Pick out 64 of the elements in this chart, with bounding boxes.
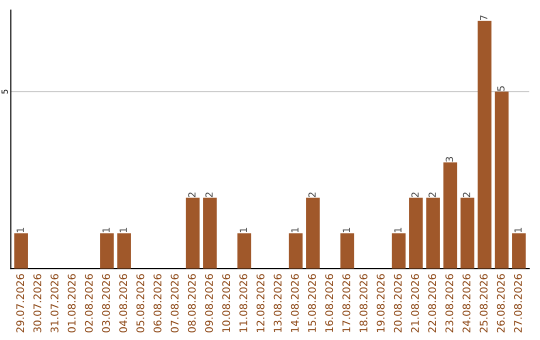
data-label: 1 <box>342 228 350 232</box>
x-tick-label: 01.08.2026 <box>68 274 76 332</box>
x-tick-label: 27.08.2026 <box>514 274 522 332</box>
x-tick-label: 08.08.2026 <box>188 274 196 332</box>
x-tick-label: 02.08.2026 <box>84 274 93 332</box>
bar <box>409 198 423 269</box>
bar <box>426 198 440 269</box>
x-tick-label: 20.08.2026 <box>394 274 402 332</box>
x-tick-label: 19.08.2026 <box>376 274 385 332</box>
x-tick-label: 12.08.2026 <box>256 274 264 332</box>
x-tick-label: 26.08.2026 <box>496 274 505 332</box>
data-label: 1 <box>16 228 24 232</box>
x-tick-label: 11.08.2026 <box>239 274 248 332</box>
bar <box>100 233 114 269</box>
x-tick-label: 04.08.2026 <box>119 274 128 332</box>
data-label: 5 <box>497 86 505 91</box>
bar <box>306 198 320 269</box>
bar <box>203 198 217 269</box>
data-label: 1 <box>240 228 247 232</box>
x-tick-label: 24.08.2026 <box>462 274 470 332</box>
x-tick-label: 25.08.2026 <box>480 274 488 332</box>
x-tick-label: 18.08.2026 <box>360 274 368 332</box>
x-tick-label: 16.08.2026 <box>325 274 334 332</box>
data-label: 2 <box>308 192 316 198</box>
x-tick-label: 31.07.2026 <box>50 274 58 332</box>
x-tick-label: 14.08.2026 <box>290 274 299 332</box>
x-tick-label: 23.08.2026 <box>445 274 454 332</box>
bar <box>478 20 492 269</box>
bar <box>512 233 526 269</box>
bar <box>443 162 458 269</box>
data-label: 7 <box>480 15 488 20</box>
data-label: 1 <box>120 228 127 232</box>
data-label: 2 <box>411 192 419 198</box>
x-tick-label: 06.08.2026 <box>154 274 162 332</box>
x-tick-label: 29.07.2026 <box>16 274 24 332</box>
bar <box>237 233 252 269</box>
x-tick-label: 05.08.2026 <box>136 274 144 332</box>
bar <box>14 233 28 269</box>
data-label: 2 <box>188 192 196 198</box>
data-label: 2 <box>462 192 470 198</box>
bar <box>186 198 200 269</box>
data-label: 3 <box>446 157 454 162</box>
data-label: 1 <box>514 228 522 232</box>
x-tick-label: 21.08.2026 <box>411 274 419 332</box>
data-label: 2 <box>205 192 213 198</box>
data-label: 1 <box>291 228 298 232</box>
x-tick-label: 17.08.2026 <box>342 274 350 332</box>
x-tick-label: 13.08.2026 <box>274 274 282 332</box>
bar <box>460 198 474 269</box>
x-tick-label: 03.08.2026 <box>102 274 110 332</box>
bar <box>288 233 303 269</box>
x-tick-label: 10.08.2026 <box>222 274 230 332</box>
x-tick-label: 15.08.2026 <box>308 274 316 332</box>
bar <box>494 92 509 269</box>
data-label: 1 <box>102 228 110 232</box>
data-label: 1 <box>394 228 402 232</box>
bar <box>340 233 354 269</box>
bar <box>392 233 406 269</box>
x-tick-label: 09.08.2026 <box>205 274 213 332</box>
x-tick-label: 22.08.2026 <box>428 274 436 332</box>
data-label: 2 <box>428 192 436 198</box>
x-tick-label: 30.07.2026 <box>33 274 42 332</box>
x-tick-label: 07.08.2026 <box>170 274 179 332</box>
bar <box>117 233 131 269</box>
